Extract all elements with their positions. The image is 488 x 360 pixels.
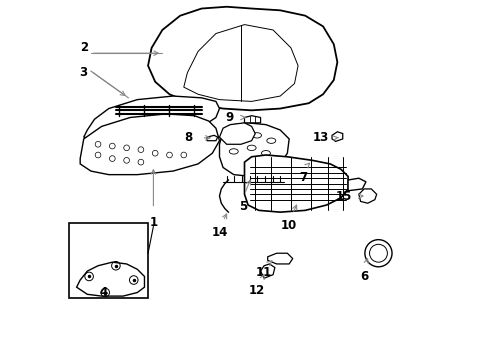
Text: 11: 11 xyxy=(256,266,272,279)
Polygon shape xyxy=(148,7,337,111)
Text: 7: 7 xyxy=(299,171,307,184)
Polygon shape xyxy=(183,24,298,102)
Text: 3: 3 xyxy=(80,66,88,79)
Text: 10: 10 xyxy=(281,219,297,232)
Polygon shape xyxy=(219,123,288,176)
Polygon shape xyxy=(244,155,347,212)
Text: 8: 8 xyxy=(184,131,192,144)
Polygon shape xyxy=(331,132,342,141)
Text: 1: 1 xyxy=(149,216,157,229)
FancyBboxPatch shape xyxy=(69,223,148,298)
Text: 12: 12 xyxy=(248,284,264,297)
Polygon shape xyxy=(358,189,376,203)
Polygon shape xyxy=(77,262,144,296)
Polygon shape xyxy=(206,135,217,141)
Text: 15: 15 xyxy=(335,190,351,203)
Text: 2: 2 xyxy=(80,41,88,54)
Text: 14: 14 xyxy=(211,226,227,239)
Text: 6: 6 xyxy=(359,270,367,283)
Polygon shape xyxy=(347,178,365,191)
Text: 13: 13 xyxy=(311,131,328,144)
Polygon shape xyxy=(260,264,274,278)
Polygon shape xyxy=(80,114,219,175)
Text: 9: 9 xyxy=(225,111,233,124)
Polygon shape xyxy=(83,96,219,139)
Polygon shape xyxy=(244,116,260,123)
Text: 4: 4 xyxy=(99,286,107,299)
Text: 5: 5 xyxy=(238,200,246,213)
Polygon shape xyxy=(267,253,292,264)
Polygon shape xyxy=(219,123,255,144)
